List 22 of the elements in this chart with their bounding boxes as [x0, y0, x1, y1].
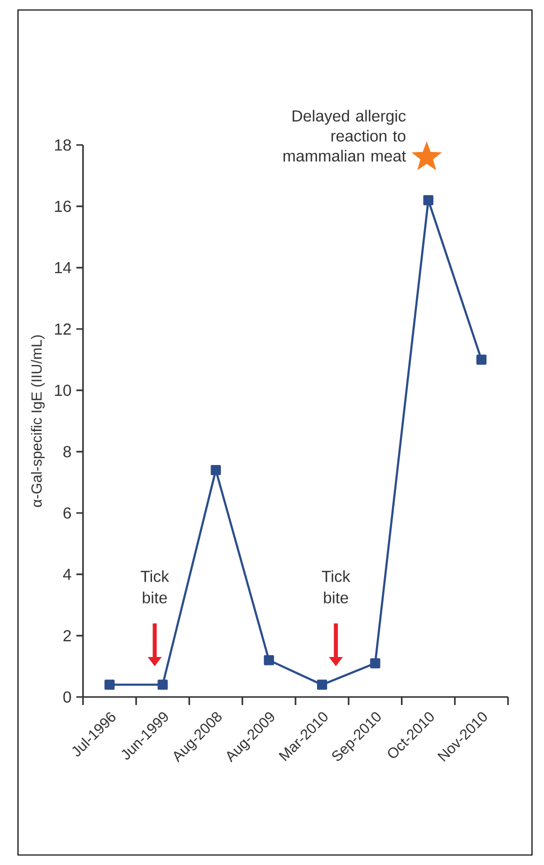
y-tick-label: 2 — [64, 630, 71, 642]
y-tick-label: 18 — [55, 139, 71, 151]
y-tick-label: 4 — [63, 568, 72, 580]
y-tick-label: 8 — [63, 446, 71, 458]
y-axis-title: α-Gal-specific IgE (IIU/mL) — [31, 335, 45, 507]
point — [210, 464, 221, 476]
y-tick-label: 6 — [64, 507, 71, 519]
point — [158, 680, 168, 690]
y-tick-label: 16 — [55, 200, 71, 212]
point — [476, 354, 487, 365]
point — [264, 655, 274, 666]
point — [104, 680, 115, 690]
y-tick-label: 12 — [55, 323, 71, 335]
annotation: Tick bite — [140, 570, 170, 604]
point — [316, 680, 328, 690]
annotation: Delayed allergic reaction to mammalian meat — [284, 110, 406, 162]
y-tick-label: 14 — [55, 262, 72, 274]
y-tick-label: 0 — [63, 691, 72, 703]
y-tick-label: 10 — [55, 384, 72, 396]
point — [423, 195, 434, 206]
point — [370, 658, 380, 668]
annotation: Tick bite — [322, 570, 350, 604]
